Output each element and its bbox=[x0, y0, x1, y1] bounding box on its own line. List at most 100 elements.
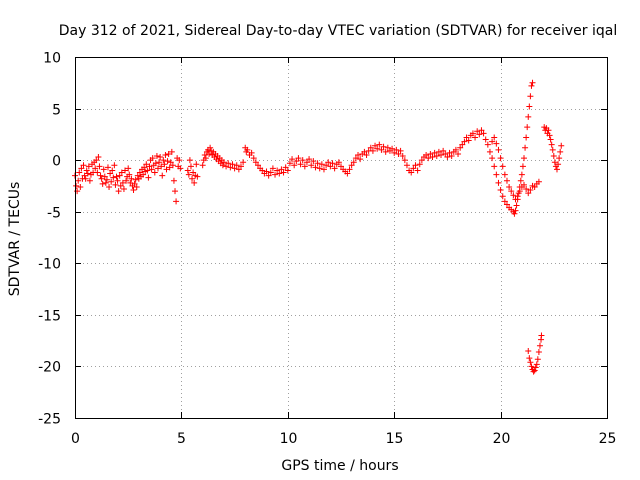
data-point bbox=[199, 162, 206, 169]
data-point bbox=[530, 368, 537, 375]
data-point bbox=[469, 130, 476, 137]
data-point bbox=[444, 154, 451, 161]
data-point bbox=[495, 146, 502, 153]
data-point bbox=[116, 172, 123, 179]
data-point bbox=[412, 162, 419, 169]
data-point bbox=[97, 172, 104, 179]
data-point bbox=[110, 174, 117, 181]
data-point bbox=[556, 155, 563, 162]
data-point bbox=[508, 188, 515, 195]
data-point bbox=[503, 201, 510, 208]
data-point bbox=[235, 166, 242, 173]
data-point bbox=[320, 166, 327, 173]
data-point bbox=[457, 144, 464, 151]
data-point bbox=[146, 163, 153, 170]
data-point bbox=[363, 151, 370, 158]
data-point bbox=[516, 188, 523, 195]
data-point bbox=[465, 137, 472, 144]
data-point bbox=[527, 93, 534, 100]
data-point bbox=[128, 175, 135, 182]
data-point bbox=[98, 175, 105, 182]
data-point bbox=[140, 171, 147, 178]
data-point bbox=[535, 178, 542, 185]
data-point bbox=[512, 207, 519, 214]
y-tick-label: -5 bbox=[47, 206, 61, 222]
data-point bbox=[482, 136, 489, 143]
data-point bbox=[528, 82, 535, 89]
data-point bbox=[160, 157, 167, 164]
data-point bbox=[551, 159, 558, 166]
data-point bbox=[136, 169, 143, 176]
x-tick-label: 0 bbox=[71, 431, 80, 447]
data-point bbox=[272, 171, 279, 178]
y-tick-label: 10 bbox=[43, 51, 61, 67]
data-point bbox=[265, 172, 272, 179]
data-point bbox=[282, 164, 289, 171]
data-point bbox=[374, 145, 381, 152]
data-point bbox=[558, 142, 565, 149]
data-point bbox=[525, 190, 532, 197]
data-point bbox=[546, 132, 553, 139]
data-point bbox=[527, 359, 534, 366]
data-point bbox=[170, 177, 177, 184]
data-point bbox=[159, 172, 166, 179]
data-point bbox=[99, 180, 106, 187]
data-point bbox=[276, 170, 283, 177]
data-point bbox=[122, 167, 129, 174]
data-point bbox=[511, 210, 518, 217]
data-point bbox=[531, 183, 538, 190]
data-point bbox=[293, 158, 300, 165]
x-tick-label: 15 bbox=[386, 431, 404, 447]
data-point bbox=[113, 173, 120, 180]
data-point bbox=[526, 103, 533, 110]
data-point bbox=[225, 160, 232, 167]
data-points bbox=[72, 79, 565, 375]
data-point bbox=[501, 198, 508, 205]
data-point bbox=[525, 113, 532, 120]
data-point bbox=[104, 164, 111, 171]
data-point bbox=[499, 163, 506, 170]
data-point bbox=[489, 138, 496, 145]
data-point bbox=[131, 180, 138, 187]
data-point bbox=[133, 183, 140, 190]
data-point bbox=[220, 159, 227, 166]
data-point bbox=[237, 163, 244, 170]
data-point bbox=[523, 134, 530, 141]
data-point bbox=[227, 164, 234, 171]
data-point bbox=[474, 128, 481, 135]
data-point bbox=[489, 155, 496, 162]
data-point bbox=[367, 144, 374, 151]
data-point bbox=[308, 162, 315, 169]
data-point bbox=[478, 127, 485, 134]
data-point bbox=[103, 176, 110, 183]
data-point bbox=[86, 177, 93, 184]
data-point bbox=[517, 177, 524, 184]
data-point bbox=[549, 146, 556, 153]
data-point bbox=[518, 171, 525, 178]
chart-title: Day 312 of 2021, Sidereal Day-to-day VTE… bbox=[59, 23, 617, 39]
data-point bbox=[329, 160, 336, 167]
data-point bbox=[522, 144, 529, 151]
data-point bbox=[172, 188, 179, 195]
data-point bbox=[252, 159, 259, 166]
data-point bbox=[455, 150, 462, 157]
data-point bbox=[448, 153, 455, 160]
data-point bbox=[526, 355, 533, 362]
data-point bbox=[269, 165, 276, 172]
data-point bbox=[141, 164, 148, 171]
data-point bbox=[514, 193, 521, 200]
data-point bbox=[506, 183, 513, 190]
data-point bbox=[299, 157, 306, 164]
data-point bbox=[493, 171, 500, 178]
x-tick-label: 5 bbox=[177, 431, 186, 447]
data-point bbox=[484, 141, 491, 148]
y-tick-label: -20 bbox=[38, 360, 61, 376]
y-axis-label: SDTVAR / TECUs bbox=[7, 182, 23, 297]
data-point bbox=[132, 176, 139, 183]
data-point bbox=[255, 162, 262, 169]
data-point bbox=[323, 162, 330, 169]
data-point bbox=[82, 175, 89, 182]
data-point bbox=[248, 149, 255, 156]
data-point bbox=[401, 157, 408, 164]
data-point bbox=[493, 140, 500, 147]
